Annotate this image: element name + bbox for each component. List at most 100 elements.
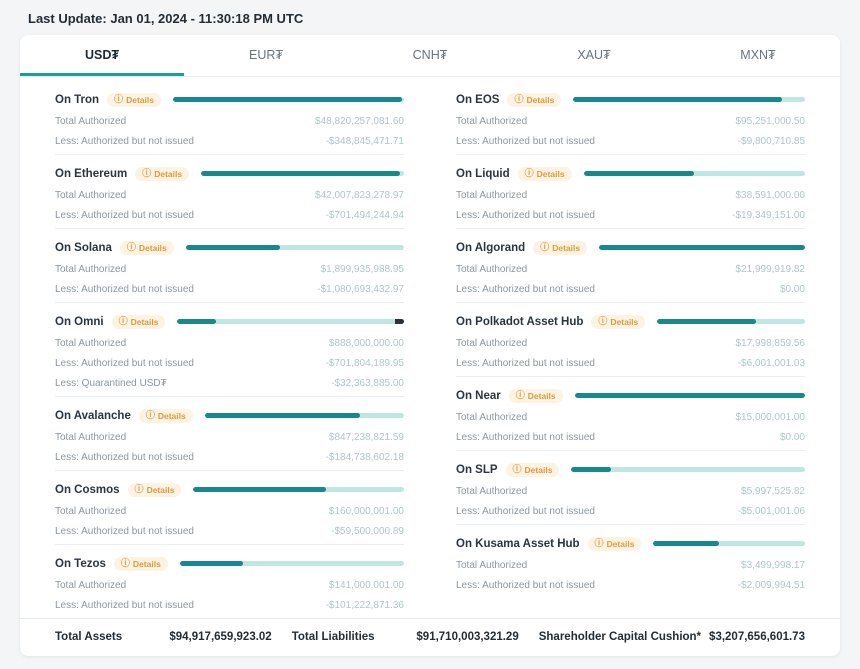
details-label: Details: [606, 538, 635, 549]
value-row: Less: Authorized but not issued -$348,845…: [55, 136, 404, 148]
value-row: Less: Authorized but not issued -$9,800,7…: [456, 136, 805, 148]
row-value: $15,000,001.00: [735, 412, 805, 423]
chain-section-cosmos: On Cosmos ⓘ Details Total Authorized $160,00…: [55, 470, 404, 544]
value-row: Less: Authorized but not issued -$101,222…: [55, 600, 404, 612]
issuance-bar: [653, 541, 805, 546]
info-icon: ⓘ: [145, 410, 155, 420]
chain-name: On Cosmos: [55, 483, 120, 496]
row-value: $847,238,821.59: [328, 432, 404, 443]
value-row: Less: Authorized but not issued -$59,500,…: [55, 526, 404, 538]
row-label: Less: Authorized but not issued: [55, 358, 194, 369]
value-row: Less: Quarantined USD₮ -$32,363,885.00: [55, 378, 404, 390]
chain-name: On Liquid: [456, 167, 510, 180]
chain-section-polkadot-asset-hub: On Polkadot Asset Hub ⓘ Details Total Autho…: [456, 302, 805, 376]
details-label: Details: [610, 316, 639, 327]
issuance-bar-fill: [653, 541, 719, 546]
details-button[interactable]: ⓘ Details: [127, 482, 182, 497]
value-row: Total Authorized $21,999,919.82: [456, 264, 805, 276]
details-label: Details: [138, 242, 167, 253]
issuance-bar-fill: [574, 393, 805, 398]
issuance-bar: [177, 319, 404, 324]
details-label: Details: [157, 410, 186, 421]
row-value: $48,820,257,081.60: [315, 116, 404, 127]
row-label: Less: Authorized but not issued: [456, 358, 595, 369]
value-row: Less: Authorized but not issued -$6,001,0…: [456, 358, 805, 370]
details-label: Details: [146, 484, 175, 495]
value-row: Total Authorized $3,499,998.17: [456, 560, 805, 572]
issuance-bar-fill: [201, 171, 400, 176]
details-button[interactable]: ⓘ Details: [113, 556, 168, 571]
transparency-card: USD₮ EUR₮ CNH₮ XAU₮ MXN₮ On Tron ⓘ Details Tota…: [20, 35, 840, 656]
details-button[interactable]: ⓘ Details: [533, 240, 588, 255]
issuance-bar-fill: [193, 487, 327, 492]
row-value: -$59,500,000.89: [331, 526, 404, 537]
total-label: Total Assets: [55, 631, 123, 643]
details-button[interactable]: ⓘ Details: [107, 92, 161, 107]
chain-header: On Omni ⓘ Details: [55, 313, 404, 330]
tab-cnht[interactable]: CNH₮: [412, 48, 448, 62]
value-row: Less: Authorized but not issued -$5,001,0…: [456, 506, 805, 518]
issuance-bar: [193, 487, 404, 492]
info-icon: ⓘ: [512, 464, 522, 474]
currency-tabs: USD₮ EUR₮ CNH₮ XAU₮ MXN₮: [20, 35, 840, 77]
row-value: $21,999,919.82: [735, 264, 805, 275]
total-value: $94,917,659,923.02: [169, 631, 272, 643]
tab-eurt[interactable]: EUR₮: [248, 48, 284, 62]
row-label: Less: Authorized but not issued: [55, 600, 194, 611]
row-value: -$701,804,189.95: [325, 358, 404, 369]
details-button[interactable]: ⓘ Details: [111, 314, 166, 329]
details-button[interactable]: ⓘ Details: [505, 462, 560, 477]
row-label: Less: Authorized but not issued: [456, 580, 595, 591]
details-button[interactable]: ⓘ Details: [591, 314, 646, 329]
chain-section-algorand: On Algorand ⓘ Details Total Authorized $21,9…: [456, 228, 805, 302]
row-label: Total Authorized: [55, 432, 127, 443]
info-icon: ⓘ: [118, 316, 128, 326]
chain-name: On Ethereum: [55, 167, 128, 180]
row-label: Total Authorized: [55, 190, 127, 201]
chain-name: On SLP: [456, 463, 498, 476]
details-button[interactable]: ⓘ Details: [517, 166, 572, 181]
tab-xaut[interactable]: XAU₮: [577, 48, 611, 62]
details-button[interactable]: ⓘ Details: [507, 92, 562, 107]
row-label: Less: Authorized but not issued: [55, 284, 194, 295]
info-icon: ⓘ: [134, 484, 144, 494]
value-row: Less: Authorized but not issued -$19,349,…: [456, 210, 805, 222]
row-value: $95,251,000.50: [735, 116, 805, 127]
issuance-bar: [201, 171, 404, 176]
issuance-bar: [574, 393, 805, 398]
issuance-bar-fill: [657, 319, 757, 324]
chain-section-slp: On SLP ⓘ Details Total Authorized $5,997,525…: [456, 450, 805, 524]
details-label: Details: [154, 168, 183, 179]
info-icon: ⓘ: [126, 242, 136, 252]
chain-section-liquid: On Liquid ⓘ Details Total Authorized $38,591…: [456, 154, 805, 228]
row-value: -$5,001,001.06: [737, 506, 805, 517]
row-label: Less: Authorized but not issued: [456, 506, 595, 517]
info-icon: ⓘ: [114, 94, 124, 104]
value-row: Total Authorized $160,000,001.00: [55, 506, 404, 518]
issuance-bar: [573, 97, 805, 102]
details-button[interactable]: ⓘ Details: [587, 536, 642, 551]
issuance-bar: [204, 413, 404, 418]
row-value: $42,007,823,278.97: [315, 190, 404, 201]
details-label: Details: [132, 558, 161, 569]
last-update-text: Last Update: Jan 01, 2024 - 11:30:18 PM …: [28, 11, 304, 26]
issuance-bar: [172, 97, 404, 102]
chain-section-near: On Near ⓘ Details Total Authorized $15,000,0…: [456, 376, 805, 450]
tab-usdt[interactable]: USD₮: [20, 35, 184, 76]
info-icon: ⓘ: [540, 242, 550, 252]
details-button[interactable]: ⓘ Details: [138, 408, 193, 423]
row-value: $3,499,998.17: [741, 560, 805, 571]
value-row: Less: Authorized but not issued $0.00: [456, 284, 805, 296]
chain-section-omni: On Omni ⓘ Details Total Authorized $888,000,…: [55, 302, 404, 396]
details-button[interactable]: ⓘ Details: [508, 388, 563, 403]
chain-section-kusama-asset-hub: On Kusama Asset Hub ⓘ Details Total Authori…: [456, 524, 805, 598]
details-button[interactable]: ⓘ Details: [135, 166, 190, 181]
row-value: $0.00: [779, 432, 805, 443]
row-label: Total Authorized: [456, 486, 528, 497]
totals-row: Total Assets $94,917,659,923.02 Total Liab…: [20, 618, 840, 656]
chain-name: On Kusama Asset Hub: [456, 537, 580, 550]
row-label: Total Authorized: [55, 338, 127, 349]
tab-mxnt[interactable]: MXN₮: [740, 48, 776, 62]
details-button[interactable]: ⓘ Details: [119, 240, 174, 255]
